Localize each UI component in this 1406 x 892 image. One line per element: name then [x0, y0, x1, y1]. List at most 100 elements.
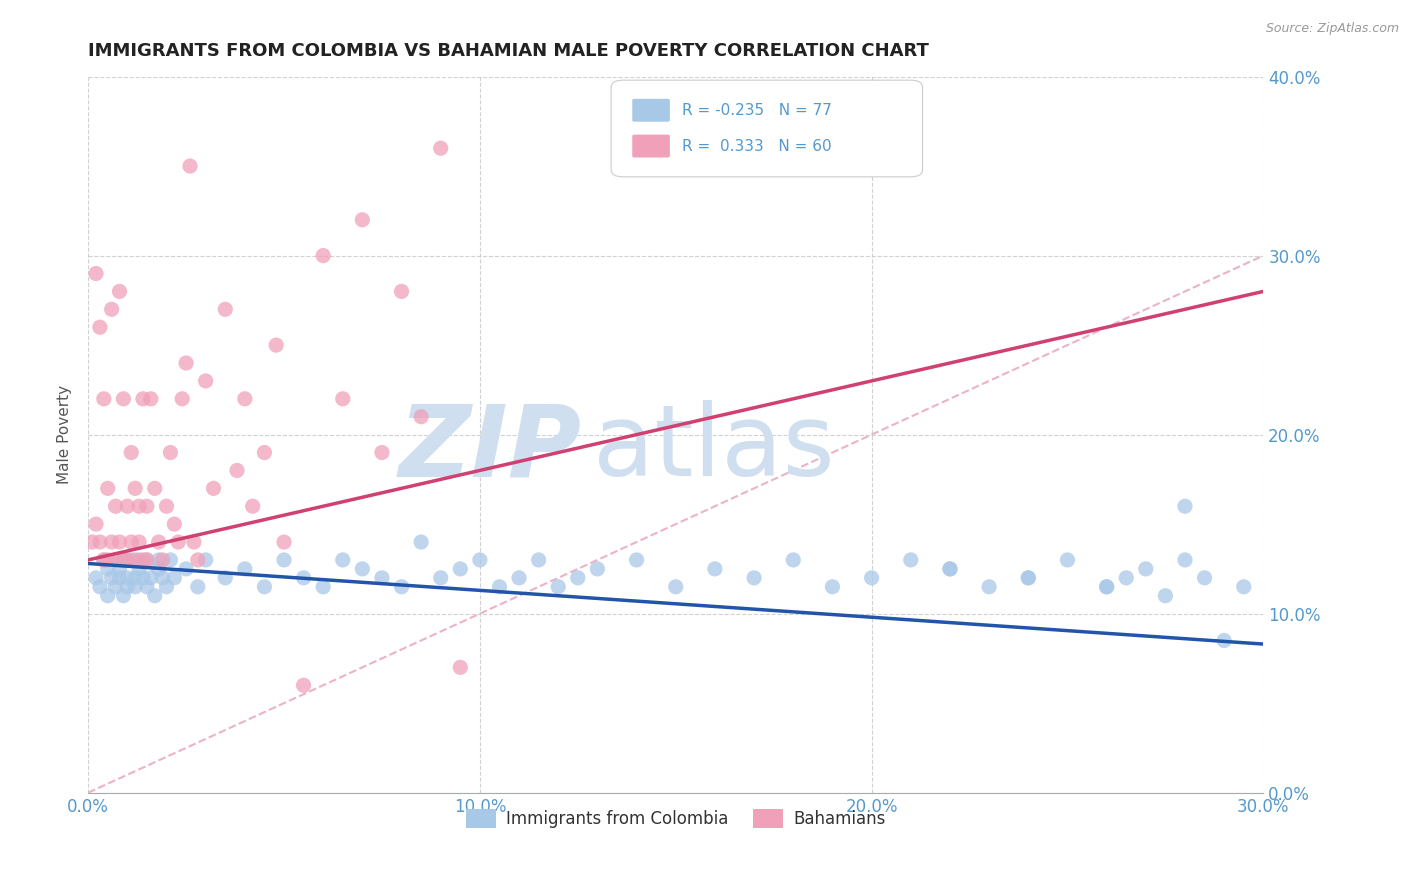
Point	[183, 535, 205, 549]
Point	[273, 535, 295, 549]
Point	[132, 571, 155, 585]
Point	[132, 392, 155, 406]
Point	[112, 553, 135, 567]
Legend: Immigrants from Colombia, Bahamians: Immigrants from Colombia, Bahamians	[460, 802, 893, 834]
Point	[187, 580, 209, 594]
Point	[163, 571, 186, 585]
Point	[128, 535, 150, 549]
Point	[1017, 571, 1039, 585]
Point	[429, 141, 451, 155]
Point	[253, 445, 276, 459]
Point	[135, 500, 157, 514]
Point	[152, 571, 174, 585]
Point	[172, 392, 194, 406]
Point	[371, 571, 394, 585]
Point	[411, 535, 433, 549]
Point	[84, 517, 107, 532]
Point	[89, 580, 111, 594]
Point	[104, 500, 127, 514]
Point	[89, 535, 111, 549]
Point	[167, 535, 190, 549]
Point	[1115, 571, 1137, 585]
Point	[332, 392, 354, 406]
Point	[93, 392, 115, 406]
Point	[112, 553, 135, 567]
Point	[148, 553, 170, 567]
Point	[586, 562, 609, 576]
Point	[128, 500, 150, 514]
FancyBboxPatch shape	[633, 135, 669, 158]
Point	[108, 571, 131, 585]
Point	[135, 553, 157, 567]
Point	[1174, 553, 1197, 567]
Point	[703, 562, 725, 576]
Point	[139, 571, 162, 585]
Point	[100, 571, 122, 585]
Point	[97, 553, 120, 567]
Point	[1056, 553, 1078, 567]
Point	[159, 553, 181, 567]
Point	[226, 463, 249, 477]
Point	[332, 553, 354, 567]
Point	[104, 553, 127, 567]
Point	[194, 553, 217, 567]
Point	[135, 553, 157, 567]
Point	[159, 445, 181, 459]
Text: R =  0.333   N = 60: R = 0.333 N = 60	[682, 138, 831, 153]
Point	[1213, 633, 1236, 648]
Y-axis label: Male Poverty: Male Poverty	[58, 385, 72, 484]
Point	[1135, 562, 1157, 576]
Point	[112, 589, 135, 603]
Point	[143, 481, 166, 495]
Point	[547, 580, 569, 594]
Point	[527, 553, 550, 567]
Point	[124, 571, 146, 585]
Point	[108, 285, 131, 299]
Point	[135, 580, 157, 594]
Point	[1233, 580, 1256, 594]
Point	[84, 267, 107, 281]
Point	[1095, 580, 1118, 594]
Point	[429, 571, 451, 585]
Point	[117, 500, 139, 514]
Point	[1017, 571, 1039, 585]
Point	[155, 580, 177, 594]
Point	[104, 580, 127, 594]
Point	[979, 580, 1001, 594]
Point	[939, 562, 962, 576]
Point	[900, 553, 922, 567]
Point	[143, 589, 166, 603]
Point	[148, 535, 170, 549]
Point	[626, 553, 648, 567]
Text: atlas: atlas	[593, 401, 835, 498]
FancyBboxPatch shape	[633, 99, 669, 121]
Point	[100, 302, 122, 317]
Point	[80, 535, 103, 549]
Point	[128, 562, 150, 576]
Point	[782, 553, 804, 567]
Text: R = -0.235   N = 77: R = -0.235 N = 77	[682, 103, 831, 118]
Point	[371, 445, 394, 459]
Point	[391, 285, 413, 299]
Point	[214, 571, 236, 585]
Point	[233, 392, 256, 406]
Point	[117, 580, 139, 594]
Point	[742, 571, 765, 585]
Point	[242, 500, 264, 514]
Point	[152, 553, 174, 567]
Point	[124, 580, 146, 594]
Point	[264, 338, 287, 352]
Point	[97, 481, 120, 495]
FancyBboxPatch shape	[612, 80, 922, 177]
Text: IMMIGRANTS FROM COLOMBIA VS BAHAMIAN MALE POVERTY CORRELATION CHART: IMMIGRANTS FROM COLOMBIA VS BAHAMIAN MAL…	[89, 42, 929, 60]
Point	[312, 580, 335, 594]
Point	[93, 553, 115, 567]
Point	[97, 589, 120, 603]
Point	[174, 356, 197, 370]
Point	[124, 553, 146, 567]
Point	[148, 562, 170, 576]
Point	[155, 500, 177, 514]
Point	[1174, 500, 1197, 514]
Point	[139, 392, 162, 406]
Point	[312, 249, 335, 263]
